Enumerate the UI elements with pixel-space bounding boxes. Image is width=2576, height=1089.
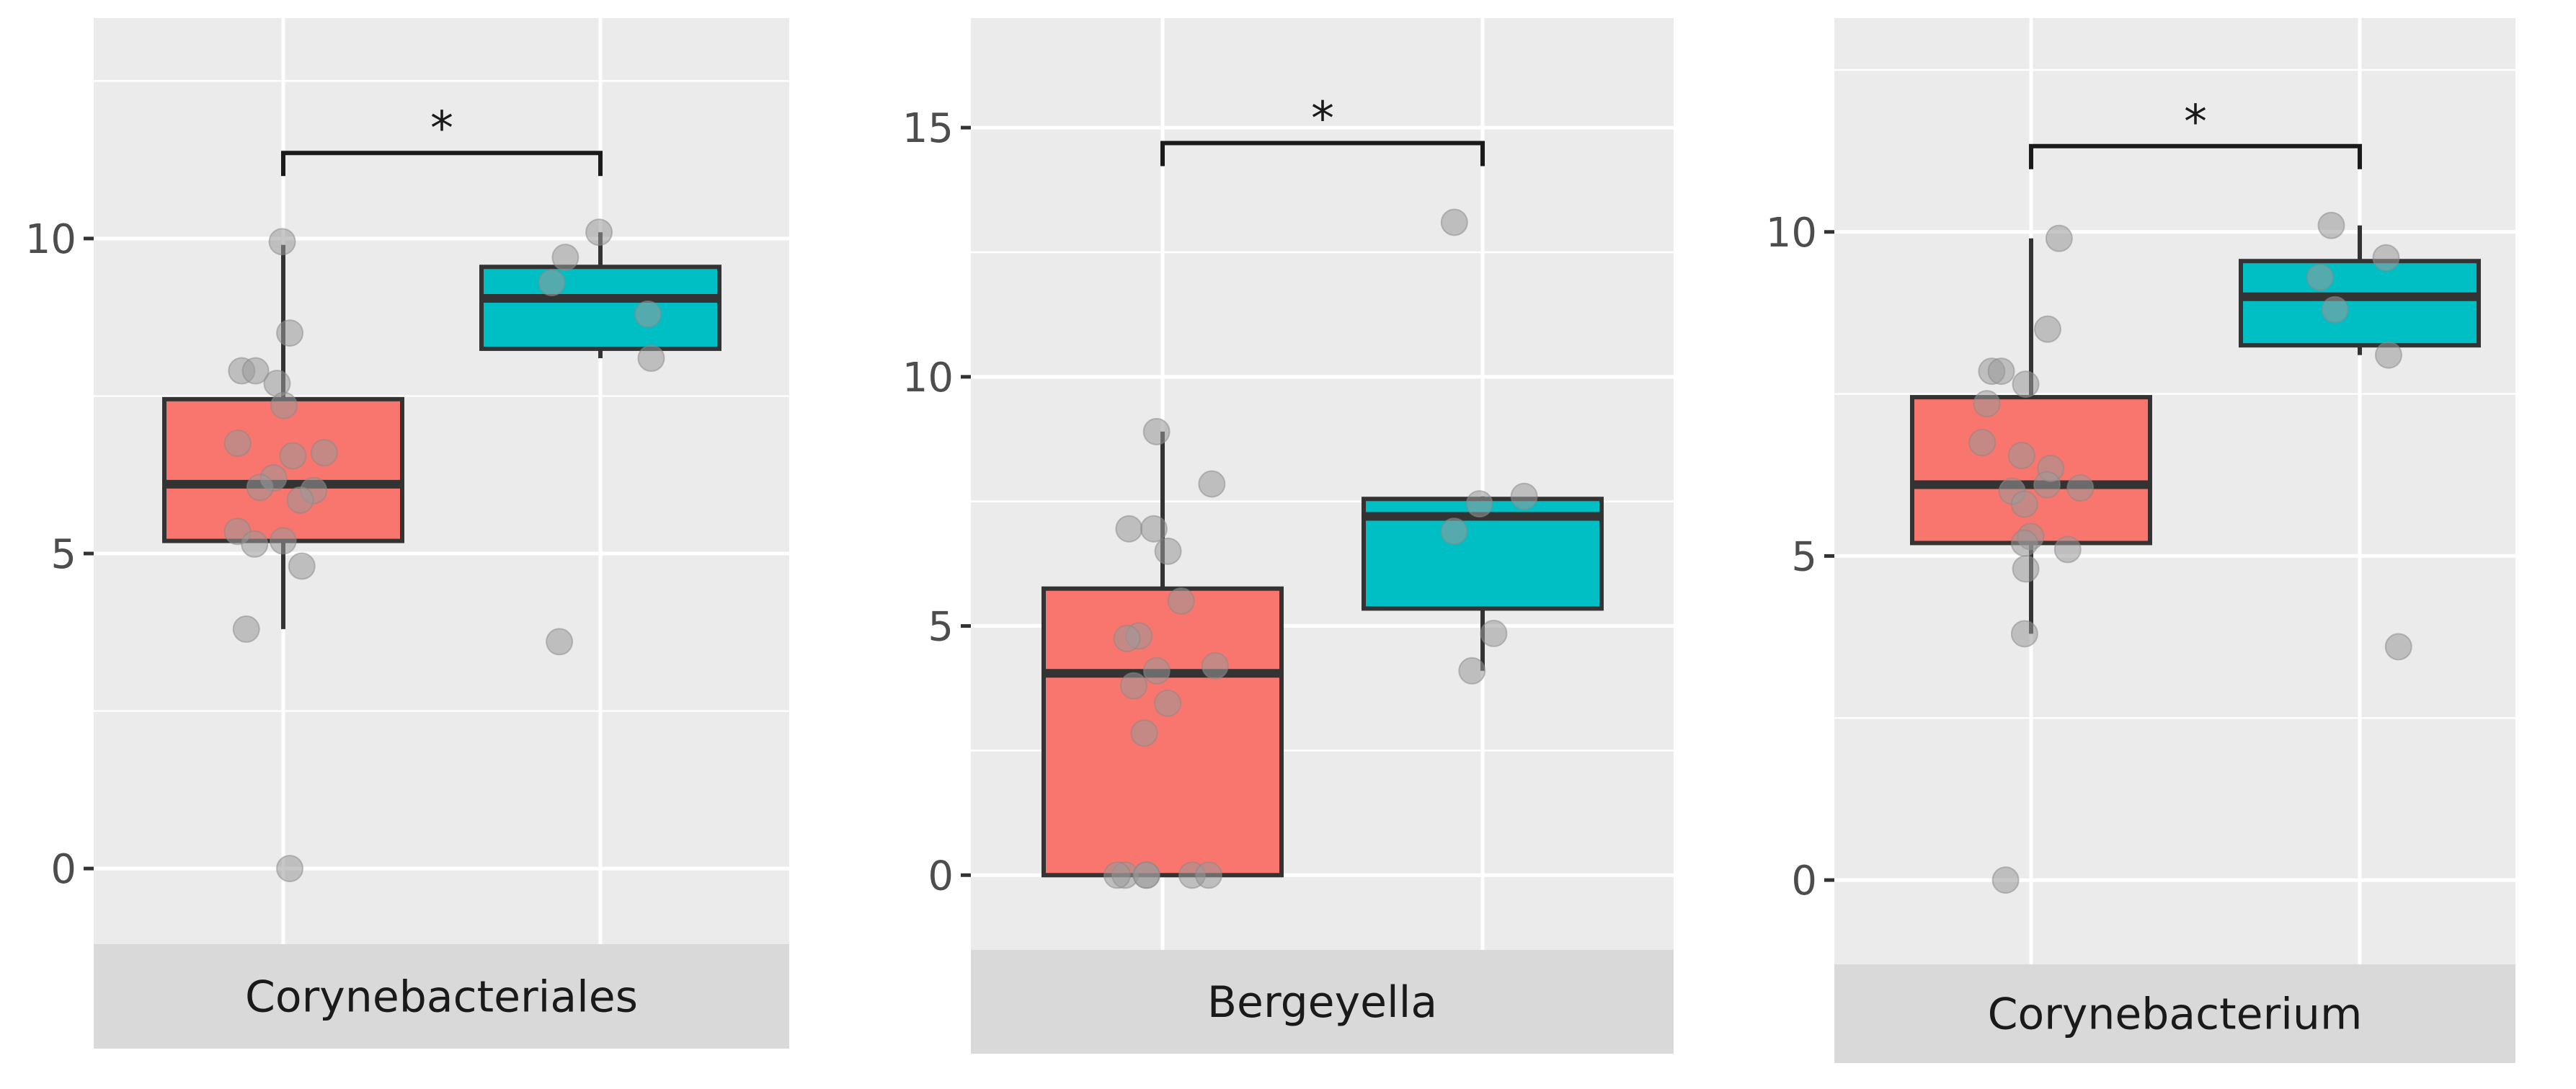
data-point xyxy=(585,218,613,246)
data-point xyxy=(1132,861,1160,889)
data-point xyxy=(2372,244,2400,272)
data-point xyxy=(2012,370,2040,399)
data-point xyxy=(1167,587,1195,615)
panel-1: 0 5 10 * Corynebacteriales xyxy=(25,18,789,1049)
data-point xyxy=(1142,417,1171,445)
data-point xyxy=(1115,515,1143,543)
y-tick-label: 15 xyxy=(902,105,954,152)
significance-bracket xyxy=(2029,143,2362,169)
data-point xyxy=(1968,429,1997,457)
y-tick-label: 10 xyxy=(902,355,954,401)
y-tick-label: 0 xyxy=(50,846,76,893)
data-point xyxy=(2045,224,2073,252)
facet-label: Bergeyella xyxy=(1207,977,1437,1028)
significance-label: * xyxy=(2184,96,2207,149)
significance-bracket xyxy=(1160,141,1485,166)
data-point xyxy=(1119,672,1147,700)
facet-strip xyxy=(971,950,1674,1054)
data-point xyxy=(279,442,307,470)
data-point xyxy=(1440,208,1468,236)
data-point xyxy=(1440,517,1468,546)
data-point xyxy=(1480,619,1508,647)
y-tick-label: 10 xyxy=(25,216,76,263)
data-point xyxy=(310,439,338,467)
panel-3: 0 5 10 * Corynebacterium xyxy=(1766,18,2515,1063)
data-point xyxy=(2010,620,2038,648)
data-point xyxy=(2007,442,2035,470)
significance-bracket xyxy=(281,151,603,177)
data-point xyxy=(2033,471,2061,499)
data-point xyxy=(637,345,665,373)
data-point xyxy=(2374,341,2402,369)
data-point xyxy=(269,527,297,555)
data-point xyxy=(241,530,269,558)
data-point xyxy=(2384,633,2412,661)
data-point xyxy=(1991,866,2020,894)
data-point xyxy=(2012,555,2040,583)
significance-label: * xyxy=(430,102,453,156)
data-point xyxy=(1458,657,1486,685)
box-group1 xyxy=(1041,586,1284,878)
data-point xyxy=(276,855,304,883)
data-point xyxy=(1510,482,1538,510)
data-point xyxy=(2053,535,2082,564)
data-point xyxy=(286,486,314,514)
significance-label: * xyxy=(1311,92,1334,146)
data-point xyxy=(1140,515,1168,543)
data-point xyxy=(1987,357,2015,386)
data-point xyxy=(232,615,260,643)
y-tick-label: 10 xyxy=(1766,210,1817,257)
box-group2 xyxy=(479,265,721,351)
y-tick-label: 0 xyxy=(1791,858,1817,904)
data-point xyxy=(276,319,304,347)
y-tick-label: 5 xyxy=(928,604,954,651)
panel-2: 0 5 10 15 * Bergeyella xyxy=(902,18,1674,1054)
data-point xyxy=(1113,624,1141,652)
data-point xyxy=(538,269,566,297)
data-point xyxy=(2010,490,2038,518)
data-point xyxy=(1154,689,1182,717)
data-point xyxy=(1201,652,1229,680)
data-point xyxy=(546,628,574,656)
data-point xyxy=(551,244,579,272)
facet-label: Corynebacteriales xyxy=(245,972,638,1023)
y-tick-label: 5 xyxy=(1791,533,1817,580)
data-point xyxy=(1103,861,1131,889)
data-point xyxy=(2321,295,2349,324)
data-point xyxy=(1142,657,1171,685)
data-point xyxy=(1198,470,1226,498)
data-point xyxy=(288,552,316,580)
data-point xyxy=(2033,315,2061,343)
data-point xyxy=(1194,861,1222,889)
box-group2 xyxy=(2239,259,2481,348)
data-point xyxy=(634,300,662,328)
facet-label: Corynebacterium xyxy=(1988,990,2363,1040)
data-point xyxy=(1154,537,1182,565)
data-point xyxy=(1465,490,1493,518)
data-point xyxy=(2306,263,2334,291)
data-point xyxy=(2066,474,2095,502)
data-point xyxy=(2010,529,2038,557)
data-point xyxy=(241,357,270,385)
facet-strip xyxy=(94,944,789,1049)
y-tick-label: 5 xyxy=(50,531,76,578)
data-point xyxy=(1130,719,1158,747)
box-group1 xyxy=(1910,395,2152,546)
data-point xyxy=(223,430,252,458)
data-point xyxy=(268,228,296,256)
data-point xyxy=(2317,211,2345,239)
data-point xyxy=(246,474,274,502)
y-tick-label: 0 xyxy=(928,853,954,899)
facet-strip xyxy=(1834,964,2515,1063)
data-point xyxy=(270,391,298,419)
data-point xyxy=(1973,390,2001,418)
